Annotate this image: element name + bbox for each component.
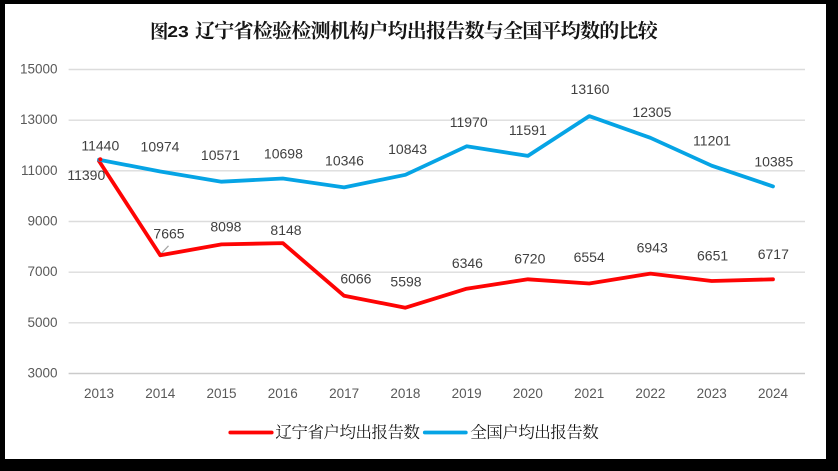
svg-text:11591: 11591	[509, 122, 547, 138]
svg-text:2023: 2023	[697, 386, 727, 401]
svg-text:11390: 11390	[67, 167, 105, 183]
svg-text:2022: 2022	[635, 386, 665, 401]
svg-text:8148: 8148	[270, 222, 301, 238]
svg-text:2020: 2020	[513, 386, 543, 401]
svg-text:11000: 11000	[21, 163, 58, 178]
svg-text:11440: 11440	[81, 137, 119, 153]
svg-text:11970: 11970	[450, 114, 488, 130]
svg-text:2018: 2018	[390, 386, 420, 401]
svg-text:10974: 10974	[141, 138, 180, 154]
svg-text:12305: 12305	[632, 104, 671, 120]
svg-text:10385: 10385	[754, 154, 793, 170]
svg-text:2024: 2024	[758, 386, 789, 401]
svg-text:5598: 5598	[390, 273, 421, 289]
svg-text:9000: 9000	[27, 214, 57, 229]
svg-text:6554: 6554	[574, 249, 605, 265]
svg-text:2014: 2014	[145, 386, 176, 401]
svg-text:7000: 7000	[27, 264, 57, 279]
svg-text:10843: 10843	[388, 141, 427, 157]
svg-text:2017: 2017	[329, 386, 359, 401]
svg-text:2013: 2013	[84, 386, 114, 401]
svg-text:15000: 15000	[20, 62, 58, 77]
svg-text:10571: 10571	[201, 147, 240, 163]
svg-text:10346: 10346	[325, 153, 364, 169]
svg-text:6720: 6720	[514, 251, 545, 267]
svg-text:2021: 2021	[574, 386, 604, 401]
svg-text:13000: 13000	[20, 112, 58, 127]
svg-text:2015: 2015	[206, 386, 236, 401]
svg-text:5000: 5000	[27, 315, 57, 330]
svg-text:6651: 6651	[697, 247, 728, 263]
svg-text:2016: 2016	[268, 386, 298, 401]
svg-text:3000: 3000	[27, 366, 57, 381]
svg-text:13160: 13160	[571, 81, 610, 97]
svg-text:7665: 7665	[153, 226, 184, 242]
svg-text:6943: 6943	[637, 240, 668, 256]
svg-text:6066: 6066	[340, 270, 371, 286]
svg-text:10698: 10698	[264, 145, 303, 161]
svg-text:6346: 6346	[452, 255, 483, 271]
svg-text:2019: 2019	[452, 386, 482, 401]
svg-text:8098: 8098	[210, 219, 241, 235]
svg-text:6717: 6717	[758, 246, 789, 262]
svg-text:11201: 11201	[693, 132, 731, 148]
